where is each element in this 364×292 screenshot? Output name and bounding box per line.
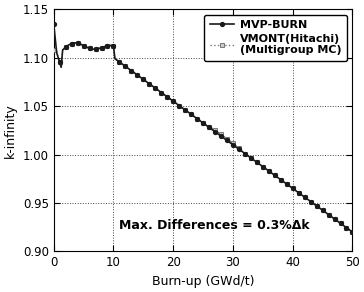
VMONT(Hitachi)
(Multigroup MC) [53, 49, 58, 53]
VMONT(Hitachi)
(Multigroup MC) [178, 105, 183, 108]
VMONT(Hitachi)
(Multigroup MC) [72, 41, 77, 45]
MVP-BURN [53, 36, 58, 40]
MVP-BURN [325, 212, 329, 215]
Legend: MVP-BURN, VMONT(Hitachi)
(Multigroup MC): MVP-BURN, VMONT(Hitachi) (Multigroup MC) [204, 15, 347, 61]
VMONT(Hitachi)
(Multigroup MC) [214, 129, 219, 133]
Line: MVP-BURN: MVP-BURN [52, 22, 355, 234]
MVP-BURN [213, 130, 217, 133]
VMONT(Hitachi)
(Multigroup MC) [327, 213, 331, 216]
MVP-BURN [78, 42, 83, 46]
Text: Max. Differences = 0.3%Δk: Max. Differences = 0.3%Δk [119, 219, 310, 232]
X-axis label: Burn-up (GWd/t): Burn-up (GWd/t) [152, 275, 254, 288]
Y-axis label: k-infinity: k-infinity [4, 103, 17, 158]
VMONT(Hitachi)
(Multigroup MC) [80, 43, 84, 46]
VMONT(Hitachi)
(Multigroup MC) [52, 48, 56, 52]
MVP-BURN [52, 22, 56, 25]
MVP-BURN [161, 92, 165, 95]
VMONT(Hitachi)
(Multigroup MC) [350, 230, 355, 234]
MVP-BURN [350, 230, 355, 234]
MVP-BURN [177, 104, 181, 107]
VMONT(Hitachi)
(Multigroup MC) [162, 93, 166, 96]
Line: VMONT(Hitachi)
(Multigroup MC): VMONT(Hitachi) (Multigroup MC) [52, 41, 355, 234]
